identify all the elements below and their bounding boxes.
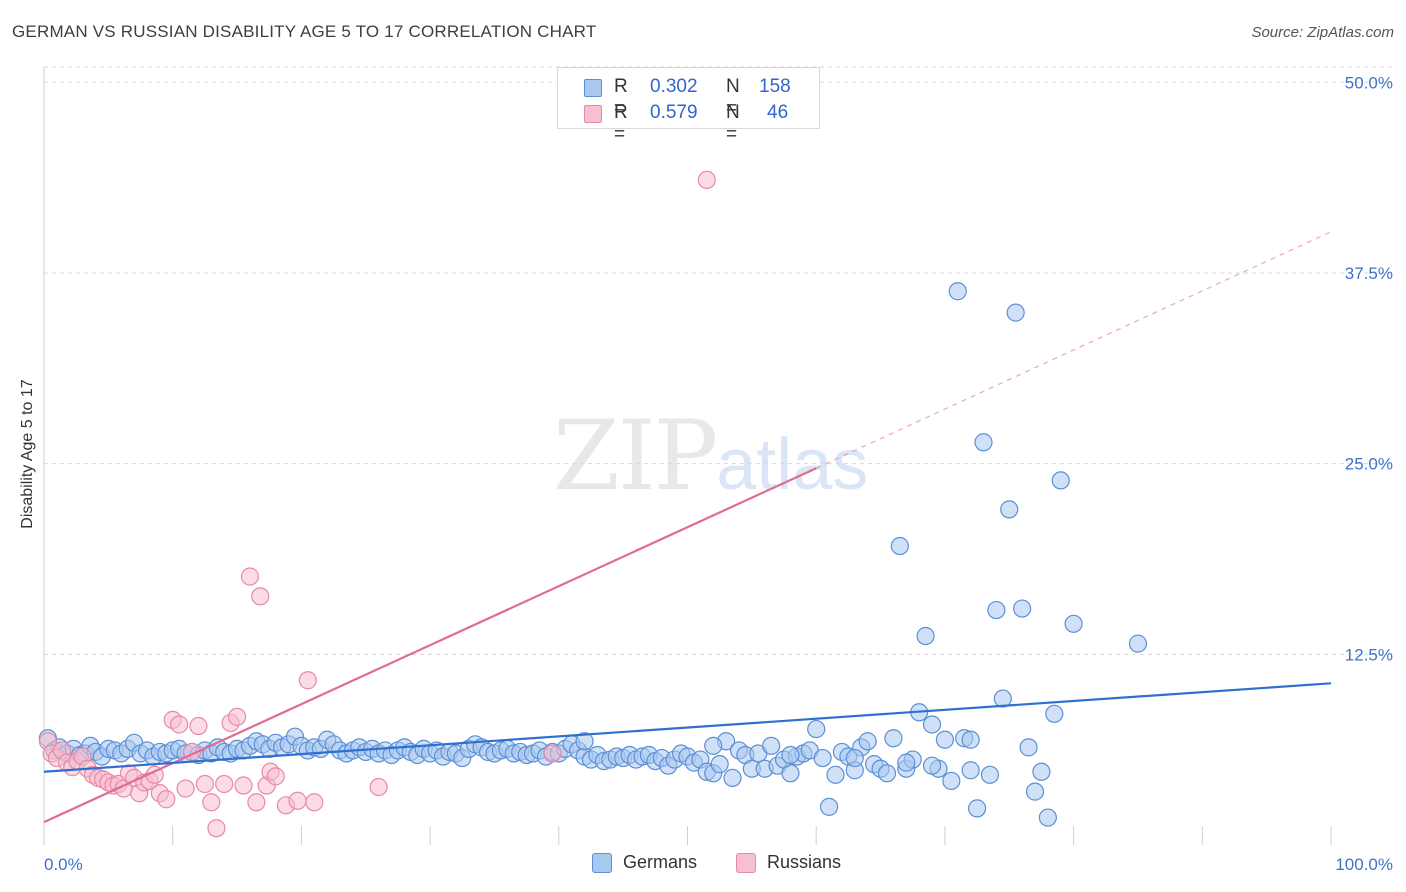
germans-point [858, 732, 877, 751]
germans-point [1006, 303, 1025, 322]
germans-trend-line [43, 682, 1332, 773]
legend-n-label: N = [726, 76, 740, 119]
germans-point [1128, 634, 1148, 653]
germans-point [807, 719, 826, 739]
germans-point [890, 536, 909, 556]
germans-point [961, 730, 980, 749]
y-tick-label: 12.5% [1345, 645, 1393, 664]
germans-point [781, 764, 800, 783]
germans-point [704, 736, 723, 755]
germans-point [980, 765, 1000, 784]
germans-point [877, 764, 897, 783]
germans-point [1038, 808, 1057, 827]
russians-point [202, 793, 221, 812]
russians-swatch [584, 105, 602, 123]
germans-point [974, 433, 993, 452]
russians-legend-swatch [736, 853, 756, 873]
legend-n-value: 158 [759, 76, 791, 97]
russians-point [234, 776, 253, 795]
germans-point [942, 771, 961, 791]
germans-legend-label: Germans [623, 852, 698, 872]
russians-point [240, 567, 260, 586]
germans-point [948, 282, 967, 301]
russians-trend-extension [815, 231, 1332, 469]
germans-point [826, 765, 845, 784]
germans-point [723, 768, 742, 787]
germans-point [916, 626, 935, 646]
germans-point [897, 753, 916, 772]
germans-point [762, 736, 781, 755]
russians-point [697, 170, 716, 189]
russians-point [170, 715, 189, 734]
correlation-legend: R = 0.302 N = 158 R = 0.579 N = 46 [557, 67, 820, 145]
germans-point [710, 755, 729, 774]
watermark: ZIPatlas [553, 400, 868, 512]
germans-point [1045, 704, 1064, 723]
germans-point [1051, 471, 1070, 490]
russians-legend-label: Russians [767, 852, 842, 872]
russians-point [215, 774, 234, 794]
russians-point [251, 587, 270, 606]
germans-point [845, 748, 864, 768]
germans-point [961, 761, 980, 780]
russians-point [176, 779, 195, 798]
legend-n-label: N = [726, 102, 740, 145]
germans-legend-swatch [592, 853, 612, 873]
germans-point [575, 732, 594, 751]
russians-point [207, 819, 226, 838]
germans-point [1019, 738, 1038, 757]
germans-point [922, 756, 942, 775]
x-tick-label: 100.0% [1335, 855, 1393, 874]
x-tick-label: 0.0% [44, 855, 83, 874]
russians-point [369, 777, 388, 797]
russians-point [227, 707, 247, 726]
y-tick-label: 37.5% [1345, 264, 1393, 283]
russians-point [305, 793, 324, 812]
chart-title: GERMAN VS RUSSIAN DISABILITY AGE 5 TO 17… [12, 22, 597, 41]
source-label: Source: ZipAtlas.com [1251, 24, 1394, 41]
legend-n-value: 46 [767, 102, 789, 123]
germans-points [38, 282, 1148, 827]
germans-point [993, 689, 1012, 708]
y-axis-label: Disability Age 5 to 17 [19, 379, 36, 529]
russians-point [157, 790, 176, 809]
legend-r-label: R = [614, 76, 628, 119]
germans-point [813, 748, 832, 768]
russians-point [189, 716, 208, 736]
germans-point [819, 797, 839, 816]
russians-point [247, 793, 266, 812]
germans-point [1064, 614, 1083, 633]
germans-point [781, 745, 800, 765]
germans-point [884, 729, 903, 748]
y-tick-label: 50.0% [1345, 73, 1393, 92]
germans-point [1013, 599, 1032, 618]
russians-point [195, 774, 214, 794]
russians-point [298, 671, 317, 690]
germans-swatch [584, 79, 602, 97]
germans-point [967, 799, 987, 818]
germans-point [935, 730, 955, 749]
watermark-zip: ZIP [553, 400, 718, 512]
germans-point [987, 600, 1006, 620]
russians-point [266, 767, 285, 786]
russians-point [543, 744, 562, 763]
y-tick-label: 25.0% [1345, 455, 1393, 474]
russians-points [38, 170, 716, 838]
legend-r-label: R = [614, 102, 628, 145]
germans-point [1032, 762, 1051, 781]
russians-point [288, 791, 307, 810]
germans-point [922, 715, 942, 734]
legend-r-value: 0.579 [650, 102, 698, 123]
germans-point [1000, 500, 1019, 519]
legend-r-value: 0.302 [650, 76, 698, 97]
watermark-atlas: atlas [716, 425, 869, 505]
germans-point [1025, 782, 1045, 801]
